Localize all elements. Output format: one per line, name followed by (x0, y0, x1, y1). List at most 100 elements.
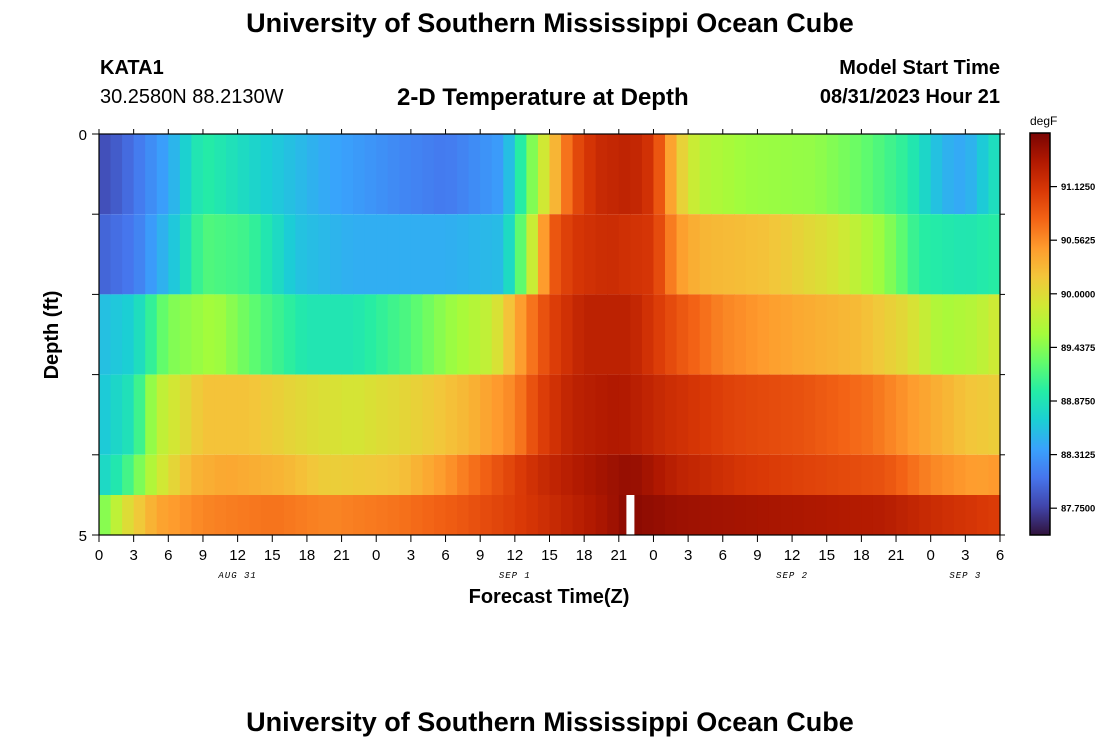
heatmap-cell (838, 374, 851, 455)
heatmap-cell (988, 495, 1001, 535)
heatmap-cell (110, 454, 123, 495)
heatmap-cell (237, 134, 250, 215)
heatmap-cell (145, 294, 158, 375)
heatmap-cell (249, 495, 262, 535)
heatmap-cell (884, 134, 897, 215)
heatmap-cell (99, 454, 112, 495)
heatmap-cell (503, 134, 516, 215)
colorbar-tick-label: 90.0000 (1061, 289, 1095, 300)
heatmap-cell (272, 495, 285, 535)
heatmap-cell (930, 214, 943, 295)
heatmap-cell (341, 294, 354, 375)
heatmap-cell (780, 214, 793, 295)
heatmap-cell (907, 495, 920, 535)
heatmap-cell (306, 495, 320, 535)
heatmap-cell (815, 495, 828, 535)
heatmap-cell (353, 495, 366, 535)
heatmap-cell (884, 495, 897, 535)
heatmap-cell (630, 214, 643, 295)
heatmap-cell (191, 294, 204, 375)
x-tick-label: 15 (818, 547, 835, 564)
heatmap-cell (480, 294, 493, 375)
heatmap-cell (595, 214, 608, 295)
x-axis-title: Forecast Time(Z) (469, 586, 630, 608)
heatmap-cell (260, 495, 273, 535)
heatmap-cell (318, 134, 331, 215)
heatmap-cell (179, 495, 193, 535)
heatmap-cell (607, 134, 620, 215)
heatmap-cell (572, 134, 585, 215)
heatmap-cell (549, 134, 562, 215)
heatmap-cell (353, 294, 366, 375)
heatmap-cell (526, 454, 539, 495)
heatmap-cell (607, 294, 620, 375)
heatmap-cell (330, 495, 343, 535)
heatmap-cell (826, 214, 839, 295)
heatmap-cell (584, 214, 597, 295)
heatmap-cell (318, 495, 331, 535)
heatmap-cell (110, 294, 123, 375)
colorbar-unit: degF (1030, 114, 1057, 128)
heatmap-cell (861, 454, 874, 495)
heatmap-cell (202, 374, 216, 455)
heatmap-cell (561, 454, 574, 495)
heatmap-cell (156, 495, 169, 535)
heatmap-cell (272, 134, 285, 215)
x-axis: 0 3 6 9 12 15 18 21 0 3 6 9 12 15 18 21 0 3 6 9 12 15 18 21 0 3 6 A… (95, 129, 1004, 581)
heatmap-cell (942, 495, 955, 535)
heatmap-cell (861, 294, 874, 375)
heatmap-cell (641, 495, 655, 535)
heatmap-cell (872, 374, 886, 455)
heatmap-cell (953, 454, 966, 495)
current-time-marker (626, 495, 635, 535)
heatmap-cell (988, 454, 1001, 495)
heatmap-cell (595, 294, 608, 375)
heatmap-cell (491, 454, 504, 495)
heatmap-cell (318, 294, 331, 375)
heatmap-cell (145, 214, 158, 295)
heatmap-cell (595, 454, 608, 495)
heatmap-cell (861, 134, 874, 215)
temperature-depth-chart: 0 3 6 9 12 15 18 21 0 3 6 9 12 15 18 21 0 3 6 9 12 15 18 21 0 3 6 A… (41, 114, 1096, 608)
heatmap-cell (607, 495, 620, 535)
heatmap-cell (341, 454, 354, 495)
heatmap-cell (699, 134, 712, 215)
x-tick-label: 0 (372, 547, 380, 564)
heatmap-cell (133, 374, 146, 455)
heatmap-cell (757, 454, 770, 495)
heatmap-cell (607, 374, 620, 455)
heatmap-cell (399, 454, 412, 495)
heatmap-cell (306, 134, 320, 215)
heatmap-cell (156, 214, 169, 295)
station-id: KATA1 (100, 57, 164, 79)
heatmap-cell (826, 495, 839, 535)
heatmap-cell (202, 134, 216, 215)
heatmap-cell (549, 374, 562, 455)
heatmap-cell (907, 294, 920, 375)
heatmap-cells (99, 134, 1001, 535)
heatmap-cell (168, 214, 181, 295)
heatmap-cell (815, 134, 828, 215)
heatmap-cell (988, 134, 1001, 215)
heatmap-cell (99, 214, 112, 295)
heatmap-cell (468, 294, 481, 375)
heatmap-cell (896, 495, 909, 535)
heatmap-cell (699, 495, 712, 535)
heatmap-cell (306, 214, 320, 295)
heatmap-cell (549, 214, 562, 295)
heatmap-cell (364, 454, 377, 495)
heatmap-cell (919, 495, 932, 535)
heatmap-cell (572, 454, 585, 495)
heatmap-cell (410, 214, 424, 295)
heatmap-cell (803, 374, 816, 455)
heatmap-cell (237, 214, 250, 295)
heatmap-cell (306, 294, 320, 375)
heatmap-cell (376, 374, 389, 455)
heatmap-cell (838, 134, 851, 215)
heatmap-cell (110, 374, 123, 455)
heatmap-cell (803, 454, 816, 495)
heatmap-cell (376, 495, 389, 535)
heatmap-cell (156, 374, 169, 455)
heatmap-cell (792, 214, 805, 295)
heatmap-cell (537, 495, 551, 535)
